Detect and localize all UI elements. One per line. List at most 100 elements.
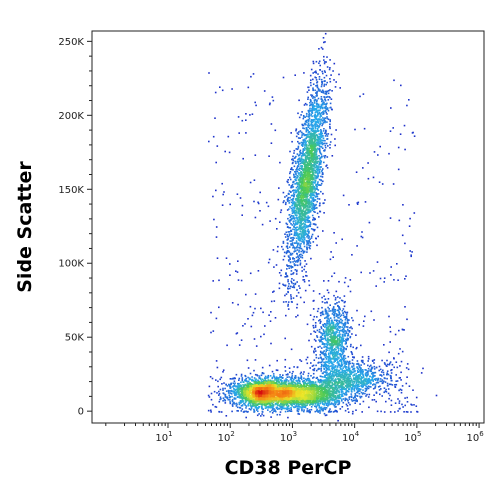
data-point [298, 99, 300, 102]
data-point [385, 364, 387, 367]
data-point [366, 386, 369, 388]
data-point [297, 255, 299, 257]
data-point [395, 374, 397, 376]
data-point [326, 344, 329, 346]
data-point [325, 311, 327, 314]
data-point [317, 404, 319, 406]
data-point [237, 389, 240, 391]
data-point [275, 410, 277, 413]
data-point [348, 398, 351, 400]
data-point [305, 263, 308, 265]
data-point [293, 258, 296, 260]
data-point [387, 392, 390, 395]
data-point [307, 109, 310, 112]
data-point [413, 135, 416, 137]
data-point [358, 365, 360, 367]
data-point [389, 341, 391, 343]
data-point [381, 359, 383, 362]
data-point [349, 362, 351, 365]
data-point [325, 331, 328, 333]
data-point [338, 397, 340, 400]
data-point [321, 143, 324, 146]
data-point [307, 211, 309, 214]
data-point [315, 110, 318, 113]
data-point [307, 122, 310, 125]
data-point [329, 143, 331, 146]
data-point [345, 367, 347, 369]
data-point [300, 217, 302, 220]
data-point [299, 152, 302, 155]
data-point [343, 366, 346, 368]
data-point [292, 180, 295, 183]
data-point [235, 388, 237, 391]
data-point [293, 210, 296, 212]
data-point [268, 364, 271, 367]
data-point [301, 256, 304, 259]
data-point [309, 247, 311, 250]
data-point [318, 293, 321, 295]
data-point [319, 166, 321, 168]
data-point [329, 59, 331, 61]
data-point [343, 386, 346, 389]
data-point [217, 380, 219, 383]
data-point [262, 311, 264, 314]
data-point [303, 279, 306, 281]
data-point [298, 239, 300, 242]
data-point [314, 126, 316, 128]
data-point [342, 375, 344, 377]
data-point [404, 148, 406, 151]
data-point [297, 314, 299, 317]
data-point [317, 118, 319, 121]
data-point [294, 377, 297, 379]
data-point [239, 384, 242, 386]
data-point [345, 338, 347, 341]
data-point [290, 253, 293, 256]
data-point [294, 226, 296, 229]
data-point [344, 372, 346, 375]
data-point [289, 240, 291, 242]
data-point [314, 218, 316, 220]
data-point [325, 343, 327, 345]
data-point [243, 410, 246, 413]
data-point [333, 272, 336, 274]
data-point [296, 410, 299, 412]
data-point [390, 266, 392, 268]
data-point [297, 221, 299, 224]
data-point [297, 405, 299, 408]
data-point [210, 409, 212, 412]
data-point [235, 392, 238, 395]
data-point [316, 103, 318, 105]
data-point [298, 179, 300, 182]
data-point [287, 196, 290, 199]
data-point [373, 151, 376, 153]
data-point [329, 120, 331, 123]
data-point [368, 393, 371, 396]
data-point [326, 113, 328, 115]
data-point [304, 404, 306, 406]
data-point [320, 136, 323, 139]
data-point [329, 379, 332, 382]
data-point [360, 364, 362, 366]
data-point [336, 359, 338, 361]
data-point [314, 228, 316, 231]
data-point [343, 388, 346, 391]
data-point [296, 264, 299, 267]
data-point [301, 166, 303, 168]
data-point [287, 179, 289, 181]
data-point [327, 334, 329, 336]
data-point [333, 319, 336, 321]
data-point [292, 239, 294, 241]
data-point [313, 348, 316, 350]
data-point [347, 400, 349, 402]
data-point [284, 407, 286, 410]
data-point [335, 381, 338, 383]
data-point [316, 197, 319, 200]
data-point [316, 134, 318, 137]
data-point [310, 406, 313, 408]
data-point [302, 149, 304, 151]
data-point [380, 374, 382, 376]
data-point [347, 376, 349, 378]
data-point [335, 410, 338, 412]
data-point [239, 393, 241, 395]
data-point [299, 222, 302, 225]
